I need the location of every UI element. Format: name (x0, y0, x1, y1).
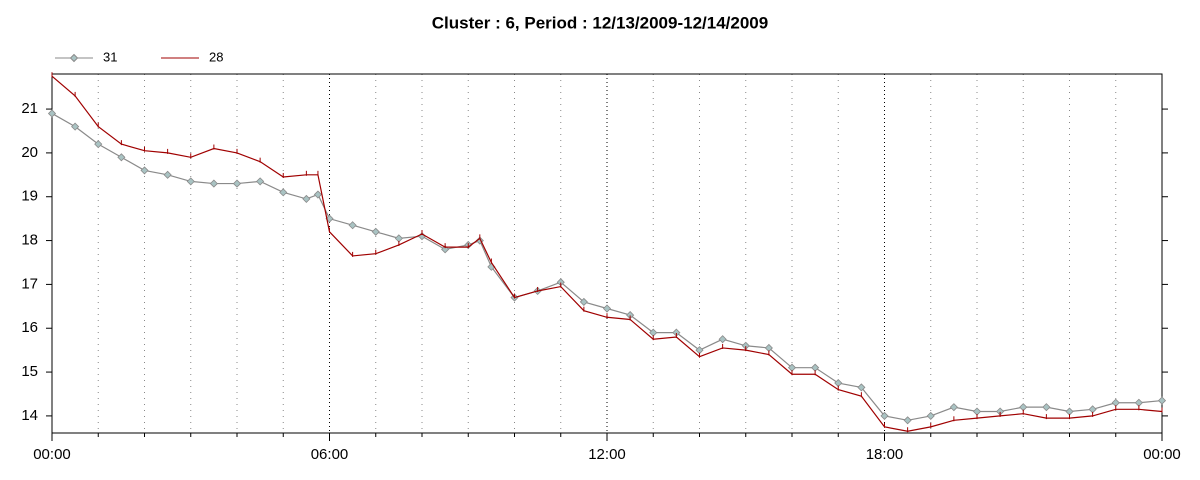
point-marker (1134, 398, 1143, 407)
point-marker (313, 190, 323, 199)
point-marker (1088, 405, 1097, 414)
y-tick-label: 17 (21, 275, 38, 292)
y-tick-label: 14 (21, 407, 38, 424)
point-marker (1111, 398, 1120, 407)
plot-frame (51, 73, 1163, 434)
point-marker (186, 177, 195, 186)
point-marker (371, 227, 380, 236)
point-marker (880, 411, 889, 420)
point-marker (834, 378, 843, 388)
y-tick-label: 19 (21, 188, 38, 205)
x-tick-label: 12:00 (588, 446, 626, 463)
point-marker (94, 140, 103, 149)
point-marker (256, 177, 265, 186)
point-marker (903, 416, 912, 425)
point-marker (602, 304, 612, 313)
point-marker (1019, 403, 1028, 412)
legend-marker (69, 53, 79, 63)
point-marker (163, 170, 172, 179)
point-marker (811, 363, 820, 372)
legend-label: 31 (103, 49, 117, 64)
point-marker (232, 179, 242, 188)
x-tick-label: 00:00 (1143, 446, 1181, 463)
x-tick-label: 06:00 (311, 446, 349, 463)
point-marker (1157, 396, 1167, 405)
point-marker (972, 407, 982, 416)
point-marker (140, 166, 149, 175)
point-marker (926, 411, 935, 420)
point-marker (394, 234, 403, 243)
point-marker (209, 179, 218, 188)
point-marker (117, 153, 126, 162)
point-marker (279, 188, 288, 197)
point-marker (1042, 403, 1051, 412)
legend-label: 28 (209, 49, 223, 64)
x-tick-label: 18:00 (866, 446, 904, 463)
point-marker (348, 221, 357, 230)
y-tick-label: 20 (21, 144, 38, 161)
point-marker (718, 335, 727, 344)
point-marker (71, 122, 80, 131)
point-marker (949, 403, 958, 412)
point-marker (1065, 407, 1074, 416)
point-marker (302, 194, 311, 203)
series-line (51, 75, 1163, 432)
y-tick-label: 18 (21, 232, 38, 249)
y-tick-label: 21 (21, 100, 38, 117)
y-tick-label: 15 (21, 363, 38, 380)
point-marker (47, 109, 57, 118)
point-marker (857, 383, 866, 392)
y-tick-label: 16 (21, 319, 38, 336)
point-marker (579, 297, 588, 307)
chart-title: Cluster : 6, Period : 12/13/2009-12/14/2… (432, 13, 768, 32)
x-tick-label: 00:00 (33, 446, 71, 463)
